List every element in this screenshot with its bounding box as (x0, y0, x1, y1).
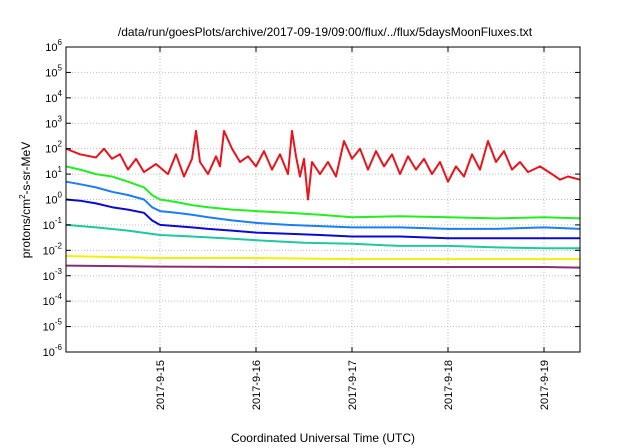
y-axis-ticks: 10-610-510-410-310-210-11001011021031041… (43, 38, 580, 359)
y-axis-label-base: protons/cm (19, 199, 33, 258)
x-tick-label: 2017-9-15 (155, 360, 167, 410)
x-axis-ticks: 2017-9-15 2017-9-16 2017-9-17 2017-9-18 2017… (155, 47, 551, 410)
y-tick-base: 10 (43, 347, 55, 359)
y-tick-exp: -4 (55, 292, 63, 301)
y-tick-label: 10-2 (43, 241, 63, 257)
x-tick-label: 2017-9-19 (539, 360, 551, 410)
series-line-6 (65, 255, 580, 261)
y-tick-base: 10 (45, 144, 57, 156)
series-line-1 (65, 129, 581, 201)
series-line-3 (65, 180, 581, 230)
y-tick-exp: -5 (55, 318, 63, 327)
y-tick-label: 10-1 (43, 216, 63, 232)
y-tick-label: 10-5 (43, 318, 63, 334)
series-line-5 (65, 223, 580, 250)
x-tick-label: 2017-9-18 (443, 360, 455, 410)
y-tick-exp: 1 (58, 165, 63, 174)
y-tick-exp: 6 (58, 38, 63, 47)
y-tick-exp: 4 (58, 89, 63, 98)
y-axis-label-rest: -s-sr-MeV (19, 142, 33, 195)
y-tick-exp: 5 (58, 63, 63, 72)
y-tick-base: 10 (45, 118, 57, 130)
x-axis-label: Coordinated Universal Time (UTC) (231, 431, 415, 445)
chart-title: /data/run/goesPlots/archive/2017-09-19/0… (118, 25, 533, 39)
y-tick-base: 10 (43, 271, 55, 283)
y-tick-exp: -3 (55, 267, 63, 276)
y-tick-label: 10-6 (43, 343, 63, 359)
y-tick-label: 105 (45, 63, 62, 79)
y-tick-base: 10 (43, 245, 55, 257)
y-axis-label: protons/cm2-s-sr-MeV (18, 142, 33, 258)
x-tick-label: 2017-9-16 (251, 360, 263, 410)
y-tick-label: 103 (45, 114, 62, 130)
y-axis-label-sup: 2 (18, 194, 27, 199)
y-tick-label: 101 (45, 165, 62, 181)
series-line-7 (65, 264, 581, 269)
y-tick-base: 10 (43, 220, 55, 232)
y-tick-base: 10 (45, 42, 57, 54)
y-tick-label: 106 (45, 38, 62, 54)
y-tick-label: 102 (45, 140, 62, 156)
series-line-2 (65, 165, 581, 220)
y-tick-label: 104 (45, 89, 62, 105)
y-tick-exp: -2 (55, 241, 63, 250)
y-tick-base: 10 (45, 169, 57, 181)
y-tick-exp: 0 (58, 191, 63, 200)
y-tick-exp: -1 (55, 216, 63, 225)
y-tick-base: 10 (43, 322, 55, 334)
series-line-4 (65, 198, 580, 240)
y-tick-label: 100 (45, 191, 62, 207)
series-layer (65, 129, 581, 269)
y-tick-label: 10-3 (43, 267, 63, 283)
y-tick-exp: 2 (58, 140, 63, 149)
y-tick-exp: -6 (55, 343, 63, 352)
y-tick-base: 10 (45, 67, 57, 79)
y-tick-base: 10 (45, 195, 57, 207)
y-tick-label: 10-4 (43, 292, 63, 308)
y-tick-base: 10 (45, 93, 57, 105)
x-tick-label: 2017-9-17 (347, 360, 359, 410)
y-tick-base: 10 (43, 296, 55, 308)
y-tick-exp: 3 (58, 114, 63, 123)
